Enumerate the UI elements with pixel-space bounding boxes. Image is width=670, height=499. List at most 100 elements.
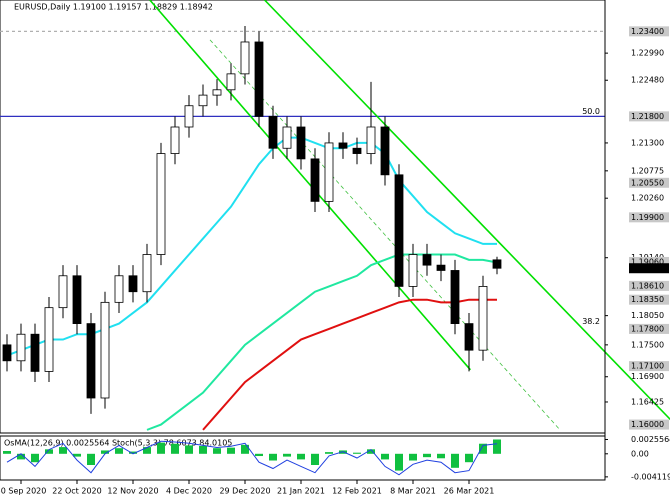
osma-bar — [269, 453, 277, 461]
candle-body — [254, 41, 264, 117]
candle-body — [492, 259, 502, 269]
level-label: 1.17800 — [631, 324, 664, 333]
fib-label: 50.0 — [582, 107, 600, 116]
osma-bar — [185, 445, 193, 454]
candle-body — [240, 41, 250, 75]
candle-body — [198, 94, 208, 107]
candle-body — [282, 126, 292, 149]
osma-bar — [255, 453, 263, 457]
level-box — [629, 26, 669, 37]
x-tick-label: 12 Feb 2021 — [332, 487, 382, 496]
level-box — [629, 280, 669, 291]
osma-bar — [283, 453, 291, 457]
x-tick-label: 8 Mar 2021 — [390, 487, 436, 496]
osma-bar — [353, 452, 361, 454]
candle-body — [366, 126, 376, 154]
y-tick-label: 1.20260 — [631, 194, 664, 203]
x-tick-label: 22 Oct 2020 — [52, 487, 101, 496]
candle-body — [422, 254, 432, 266]
level-label: 1.17100 — [631, 362, 664, 371]
level-box — [629, 256, 669, 267]
osma-bar — [171, 443, 179, 454]
candle-body — [450, 270, 460, 325]
osma-bar — [311, 453, 319, 465]
candle-body — [394, 174, 404, 287]
stoch-line — [6, 440, 498, 476]
candle-body — [352, 147, 362, 154]
osma-bar — [409, 453, 417, 461]
candle-body — [114, 275, 124, 303]
x-tick-label: 29 Dec 2020 — [219, 487, 270, 496]
y2-tick-label: 0.00 — [631, 449, 649, 458]
candle-body — [338, 142, 348, 149]
candle-body — [380, 126, 390, 176]
osma-bar — [17, 453, 25, 460]
osma-bar — [381, 453, 389, 460]
level-box — [629, 177, 669, 188]
osma-bar — [423, 453, 431, 458]
osma-bar — [395, 453, 403, 471]
candle-body — [44, 307, 54, 372]
y-tick-label: 1.22480 — [631, 76, 664, 85]
candle-body — [226, 73, 236, 91]
y-tick-label: 1.16900 — [631, 372, 664, 381]
level-label: 1.16000 — [631, 420, 664, 429]
fib-label: 38.2 — [582, 317, 600, 326]
candle-body — [142, 254, 152, 293]
osma-bar — [199, 445, 207, 454]
moving-average — [202, 298, 497, 431]
price-box — [629, 263, 669, 274]
level-label: 1.19900 — [631, 213, 664, 222]
level-box — [629, 111, 669, 122]
candle-body — [436, 264, 446, 271]
y2-tick-label: 0.0025564 — [631, 435, 670, 444]
candle-body — [170, 126, 180, 154]
x-tick-label: 12 Nov 2020 — [107, 487, 158, 496]
level-box — [629, 419, 669, 430]
osma-bar — [297, 453, 305, 460]
y-tick-label: 1.22990 — [631, 49, 664, 58]
osma-bar — [101, 450, 109, 454]
candle-body — [16, 333, 26, 362]
osma-bar — [3, 451, 11, 454]
trend-line — [264, 0, 670, 421]
x-tick-label: 21 Jan 2021 — [277, 487, 325, 496]
osma-bar — [367, 449, 375, 454]
osma-bar — [451, 453, 459, 468]
candle-body — [268, 115, 278, 149]
candle-body — [58, 275, 68, 309]
y-tick-label: 1.18050 — [631, 311, 664, 320]
trend-line — [149, 0, 472, 371]
candle-body — [128, 275, 138, 293]
candle-body — [212, 89, 222, 96]
osma-bar — [437, 453, 445, 459]
x-tick-label: 4 Dec 2020 — [166, 487, 212, 496]
osma-bar — [129, 451, 137, 454]
trend-line — [209, 39, 561, 431]
osma-bar — [157, 442, 165, 454]
osma-bar — [59, 447, 67, 454]
x-tick-label: 30 Sep 2020 — [0, 487, 46, 496]
level-box — [629, 323, 669, 334]
level-box — [629, 294, 669, 305]
candle-body — [310, 158, 320, 202]
osma-bar — [115, 448, 123, 454]
osma-bar — [31, 453, 39, 463]
candle-body — [156, 153, 166, 255]
osma-bar — [143, 447, 151, 454]
level-label: 1.18610 — [631, 281, 664, 290]
osma-bar — [493, 439, 501, 454]
candle-body — [478, 286, 488, 351]
y-tick-label: 1.20775 — [631, 166, 664, 175]
osma-bar — [45, 449, 53, 454]
candle-body — [324, 142, 334, 202]
candle-body — [296, 126, 306, 160]
osma-bar — [479, 443, 487, 454]
osma-bar — [87, 453, 95, 465]
level-label: 1.23400 — [631, 27, 664, 36]
indicator-title: OsMA(12,26,9) 0.0025564 Stoch(5,3,3) 78.… — [4, 439, 232, 448]
price-label: 1.18942 — [631, 264, 664, 273]
level-box — [629, 212, 669, 223]
osma-bar — [227, 447, 235, 454]
